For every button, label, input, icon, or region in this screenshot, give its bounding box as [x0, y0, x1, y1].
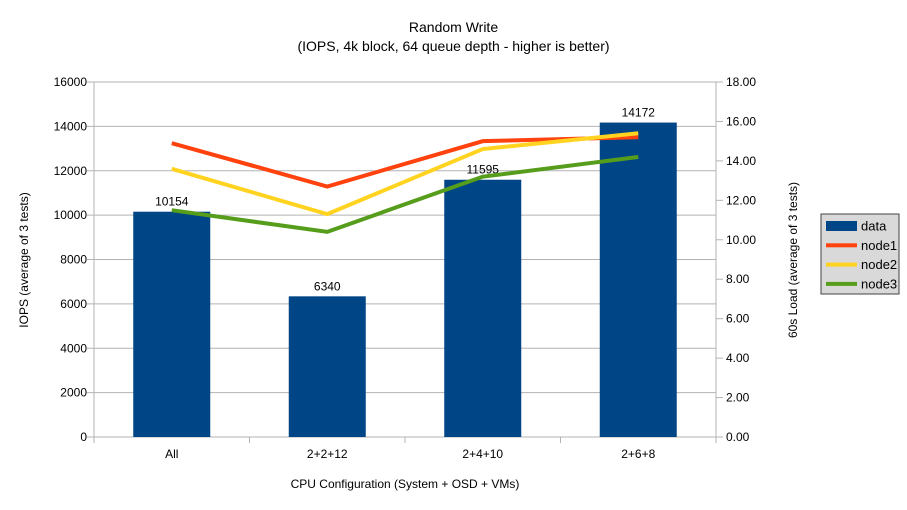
x-axis-title: CPU Configuration (System + OSD + VMs): [290, 477, 520, 491]
left-axis-tick-label: 6000: [60, 297, 87, 311]
right-axis-tick-label: 14.00: [726, 154, 756, 168]
right-axis-tick-label: 4.00: [726, 351, 750, 365]
left-axis-tick-label: 4000: [60, 341, 87, 355]
legend-label-node2: node2: [861, 257, 897, 272]
legend-swatch-node2: [826, 262, 857, 267]
right-axis-tick-label: 10.00: [726, 233, 756, 247]
left-axis-tick-label: 2000: [60, 386, 87, 400]
legend-label-data: data: [861, 219, 887, 234]
left-axis-tick-label: 16000: [54, 75, 88, 89]
right-axis-tick-label: 0.00: [726, 430, 750, 444]
chart-subtitle: (IOPS, 4k block, 64 queue depth - higher…: [297, 38, 610, 54]
bar-value-label: 11595: [467, 163, 500, 177]
category-label: All: [165, 447, 178, 461]
legend-label-node1: node1: [861, 238, 897, 253]
right-axis-tick-label: 8.00: [726, 272, 750, 286]
bar-value-label: 6340: [314, 279, 341, 293]
right-axis-tick-label: 18.00: [726, 75, 756, 89]
series-line-node3: [171, 154, 639, 234]
legend-swatch-node3: [826, 281, 857, 286]
chart-title: Random Write: [408, 19, 499, 35]
right-axis-tick-label: 12.00: [726, 193, 756, 207]
left-axis-tick-label: 0: [80, 430, 87, 444]
legend-swatch-node1: [826, 243, 857, 248]
series-line-node1: [171, 135, 639, 189]
bar-value-label: 14172: [622, 106, 656, 120]
right-axis-tick-label: 16.00: [726, 114, 756, 128]
bar: [599, 122, 677, 437]
left-axis-tick-label: 8000: [60, 253, 87, 267]
bar: [288, 296, 366, 437]
category-label: 2+2+12: [307, 447, 348, 461]
right-axis-tick-label: 6.00: [726, 312, 750, 326]
bar: [444, 179, 522, 437]
series-line-node2: [171, 131, 639, 217]
category-label: 2+6+8: [621, 447, 655, 461]
legend-label-node3: node3: [861, 276, 897, 291]
left-axis-tick-label: 10000: [54, 208, 88, 222]
left-axis-tick-label: 14000: [54, 119, 88, 133]
bar: [133, 211, 211, 437]
left-axis-tick-label: 12000: [54, 164, 88, 178]
bar-value-label: 10154: [155, 195, 189, 209]
title-block: Random Write (IOPS, 4k block, 64 queue d…: [0, 18, 907, 56]
category-label: 2+4+10: [462, 447, 503, 461]
right-axis-tick-label: 2.00: [726, 391, 750, 405]
legend-swatch-data: [826, 221, 857, 231]
